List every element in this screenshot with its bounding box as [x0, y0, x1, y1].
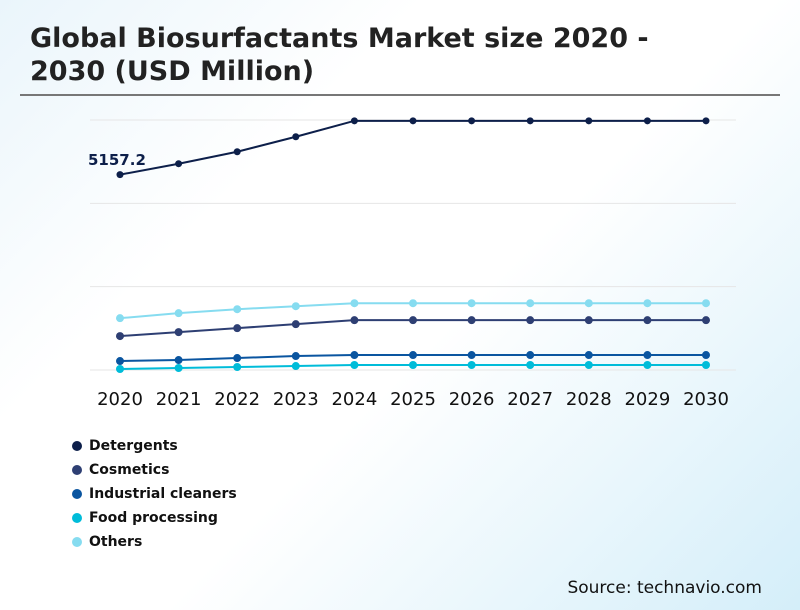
data-point — [409, 299, 417, 308]
x-tick-label: 2024 — [331, 389, 377, 410]
data-point — [584, 316, 593, 325]
data-point — [116, 314, 124, 323]
legend-label: Cosmetics — [89, 462, 170, 478]
data-point — [291, 352, 300, 361]
data-point — [409, 316, 417, 325]
data-point — [174, 363, 183, 372]
legend: Detergents Cosmetics Industrial cleaners Fo… — [72, 434, 237, 554]
data-point — [233, 354, 242, 363]
x-tick-label: 2022 — [214, 389, 260, 410]
data-point — [643, 299, 652, 308]
data-point — [702, 316, 710, 325]
data-point — [468, 117, 476, 125]
data-point — [116, 365, 124, 374]
data-point — [584, 351, 593, 360]
chart-title: Global Biosurfactants Market size 2020 -… — [30, 23, 649, 87]
data-point — [174, 309, 183, 318]
legend-marker — [72, 489, 82, 499]
line-chart: 2020 2021 2022 2023 2024 2025 2026 2027 2028 2029… — [88, 117, 736, 410]
data-point — [233, 305, 242, 314]
data-point — [233, 148, 241, 156]
legend-label: Industrial cleaners — [89, 486, 237, 502]
data-point — [643, 117, 651, 125]
data-point — [233, 363, 242, 372]
data-point — [116, 332, 124, 341]
data-point — [467, 361, 476, 369]
data-point — [291, 362, 300, 371]
data-point — [291, 320, 300, 329]
x-tick-label: 2029 — [624, 389, 670, 410]
x-tick-label: 2027 — [507, 389, 553, 410]
data-point — [467, 299, 476, 308]
legend-label: Detergents — [89, 438, 178, 454]
data-point — [702, 351, 710, 360]
data-point — [584, 361, 593, 369]
series-line-detergents — [119, 119, 706, 176]
data-point — [409, 351, 417, 360]
data-label: 5157.2 — [88, 151, 146, 169]
data-point — [175, 160, 183, 168]
legend-marker — [72, 537, 82, 547]
data-point — [409, 361, 417, 369]
x-tick-label: 2026 — [449, 389, 495, 410]
data-point — [643, 351, 652, 360]
legend-marker — [72, 441, 82, 451]
data-point — [526, 361, 535, 369]
legend-label: Others — [89, 534, 143, 550]
data-point — [526, 299, 535, 308]
legend-item: Industrial cleaners — [72, 482, 237, 506]
data-point — [526, 316, 535, 325]
x-tick-label: 2030 — [683, 389, 729, 410]
data-point — [409, 117, 417, 125]
data-point — [350, 316, 359, 325]
data-point — [292, 133, 300, 141]
title-divider — [20, 94, 780, 96]
data-point — [643, 361, 652, 369]
data-point — [467, 316, 476, 325]
data-point — [174, 328, 183, 337]
data-point — [585, 117, 593, 125]
data-point — [702, 361, 710, 369]
x-tick-label: 2021 — [156, 389, 202, 410]
legend-item: Cosmetics — [72, 458, 237, 482]
legend-marker — [72, 513, 82, 523]
data-point — [174, 356, 183, 365]
x-tick-label: 2028 — [566, 389, 612, 410]
x-tick-label: 2023 — [273, 389, 319, 410]
legend-item: Others — [72, 530, 237, 554]
data-point — [350, 351, 359, 360]
x-tick-label: 2020 — [97, 389, 143, 410]
data-point — [350, 299, 359, 308]
data-point — [526, 117, 534, 125]
legend-label: Food processing — [89, 510, 218, 526]
data-point — [702, 299, 710, 308]
legend-item: Detergents — [72, 434, 237, 458]
data-point — [291, 302, 300, 311]
legend-item: Food processing — [72, 506, 237, 530]
data-point — [702, 117, 710, 125]
legend-marker — [72, 465, 82, 475]
data-point — [350, 361, 359, 369]
data-point — [116, 171, 124, 179]
x-tick-label: 2025 — [390, 389, 436, 410]
data-point — [233, 324, 242, 333]
data-point — [467, 351, 476, 360]
data-point — [643, 316, 652, 325]
data-point — [584, 299, 593, 308]
data-point — [526, 351, 535, 360]
source-credit: Source: technavio.com — [567, 578, 762, 598]
data-point — [350, 117, 358, 125]
data-point — [116, 357, 124, 366]
